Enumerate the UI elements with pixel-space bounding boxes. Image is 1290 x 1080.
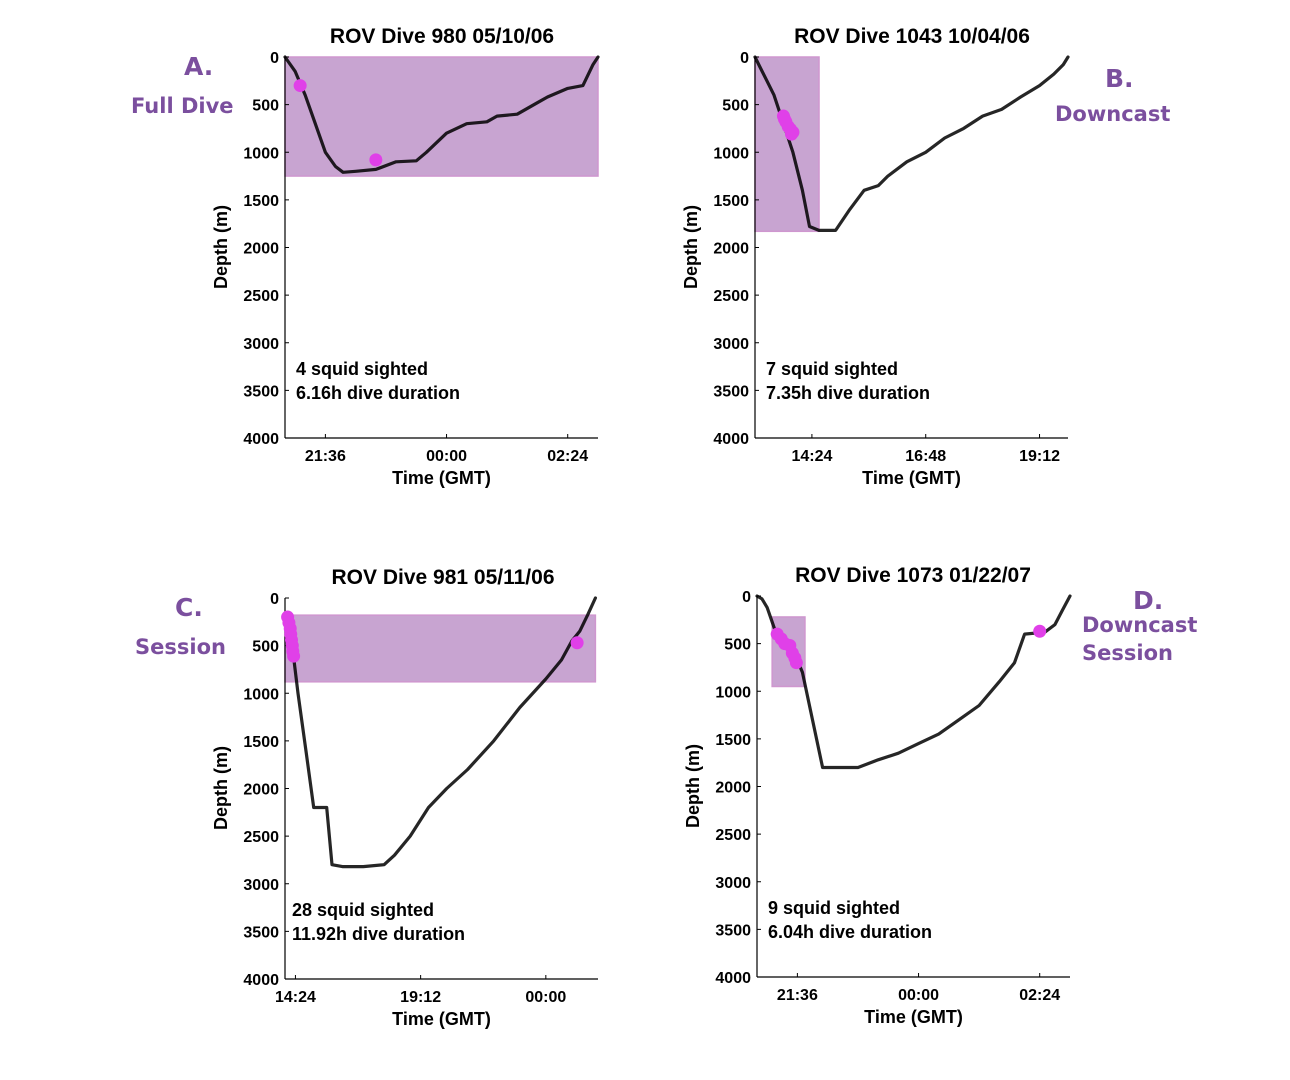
panel-label-d-line-1: Downcast — [1082, 613, 1198, 637]
annotation-line: 6.04h dive duration — [768, 922, 932, 942]
dive-track-line — [283, 55, 600, 174]
y-tick-label: 3500 — [243, 924, 279, 941]
y-tick-label: 3500 — [243, 383, 279, 400]
y-tick-label: 1000 — [715, 684, 751, 701]
x-tick-label: 02:24 — [547, 448, 588, 465]
y-tick-label: 2000 — [713, 241, 749, 258]
squid-sighting-point — [369, 153, 383, 167]
panel-label-c: Session — [135, 635, 226, 659]
y-tick-label: 3000 — [243, 877, 279, 894]
chart-title: ROV Dive 1073 01/22/07 — [795, 564, 1031, 587]
x-tick-label: 14:24 — [791, 448, 832, 465]
shaded-region — [284, 56, 599, 177]
y-axis-label: Depth (m) — [211, 205, 231, 289]
y-tick-label: 500 — [252, 98, 279, 115]
annotation-line: 7.35h dive duration — [766, 383, 930, 403]
annotation-line: 11.92h dive duration — [292, 924, 465, 944]
squid-sighting-point — [287, 649, 301, 663]
x-tick-label: 21:36 — [777, 987, 818, 1004]
y-tick-label: 2500 — [713, 288, 749, 305]
annotation-line: 28 squid sighted — [292, 900, 434, 920]
x-tick-label: 02:24 — [1019, 987, 1060, 1004]
chart-panel-3: ROV Dive 1073 01/22/07 0 500 1000 1500 2000 25… — [683, 564, 1072, 1027]
annotation-line: 9 squid sighted — [768, 898, 900, 918]
panel-letter-a: A. — [184, 52, 214, 81]
squid-sighting-point — [777, 112, 791, 126]
dive-track-line — [283, 596, 598, 869]
y-tick-label: 3000 — [713, 336, 749, 353]
y-axis-label: Depth (m) — [211, 746, 231, 830]
y-tick-label: 4000 — [713, 431, 749, 448]
x-tick-label: 19:12 — [1019, 448, 1060, 465]
y-tick-label: 3500 — [715, 922, 751, 939]
y-tick-label: 500 — [722, 98, 749, 115]
y-tick-label: 0 — [742, 589, 751, 606]
panel-label-a: Full Dive — [131, 94, 234, 118]
y-tick-label: 1500 — [243, 193, 279, 210]
squid-sighting-point — [785, 127, 799, 141]
y-tick-label: 2500 — [243, 829, 279, 846]
y-tick-label: 1000 — [243, 686, 279, 703]
y-tick-label: 3000 — [243, 336, 279, 353]
panel-label-b: Downcast — [1055, 102, 1171, 126]
y-tick-label: 1000 — [713, 145, 749, 162]
x-axis-label: Time (GMT) — [862, 468, 961, 488]
y-tick-label: 2000 — [243, 782, 279, 799]
x-axis-label: Time (GMT) — [392, 468, 491, 488]
chart-title: ROV Dive 980 05/10/06 — [330, 25, 554, 48]
y-tick-label: 4000 — [243, 972, 279, 989]
y-tick-label: 0 — [270, 50, 279, 67]
panel-letter-d: D. — [1133, 586, 1164, 615]
panel-label-d-line-2: Session — [1082, 641, 1173, 665]
squid-sighting-point — [293, 79, 307, 93]
x-tick-label: 00:00 — [426, 448, 467, 465]
y-tick-label: 4000 — [715, 970, 751, 987]
x-tick-label: 19:12 — [400, 989, 441, 1006]
chart-panel-2: ROV Dive 981 05/11/06 0 500 1000 1500 2000 250… — [211, 566, 598, 1029]
x-tick-label: 14:24 — [275, 989, 316, 1006]
y-tick-label: 0 — [740, 50, 749, 67]
y-axis-label: Depth (m) — [683, 744, 703, 828]
chart-title: ROV Dive 981 05/11/06 — [332, 566, 555, 589]
y-axis-label: Depth (m) — [681, 205, 701, 289]
x-axis-label: Time (GMT) — [864, 1007, 963, 1027]
x-tick-label: 16:48 — [905, 448, 946, 465]
chart-panel-0: ROV Dive 980 05/10/06 0 500 1000 1500 2000 250… — [211, 25, 600, 488]
x-tick-label: 00:00 — [898, 987, 939, 1004]
x-tick-label: 21:36 — [305, 448, 346, 465]
y-tick-label: 3000 — [715, 875, 751, 892]
y-tick-label: 1000 — [243, 145, 279, 162]
y-tick-label: 4000 — [243, 431, 279, 448]
y-tick-label: 2500 — [243, 288, 279, 305]
panel-letter-b: B. — [1105, 64, 1134, 93]
y-tick-label: 500 — [252, 639, 279, 656]
panel-letter-c: C. — [175, 593, 203, 622]
annotation-line: 6.16h dive duration — [296, 383, 460, 403]
y-tick-label: 2500 — [715, 827, 751, 844]
y-tick-label: 1500 — [713, 193, 749, 210]
squid-sighting-point — [570, 636, 584, 650]
y-tick-label: 2000 — [715, 780, 751, 797]
shaded-region — [284, 614, 597, 683]
annotation-line: 4 squid sighted — [296, 359, 428, 379]
y-tick-label: 500 — [724, 637, 751, 654]
x-axis-label: Time (GMT) — [392, 1009, 491, 1029]
annotation-line: 7 squid sighted — [766, 359, 898, 379]
x-tick-label: 00:00 — [525, 989, 566, 1006]
chart-title: ROV Dive 1043 10/04/06 — [794, 25, 1030, 48]
shaded-region — [754, 56, 820, 233]
y-tick-label: 2000 — [243, 241, 279, 258]
squid-sighting-point — [789, 656, 803, 670]
y-tick-label: 3500 — [713, 383, 749, 400]
squid-sighting-point — [1033, 624, 1047, 638]
y-tick-label: 1500 — [715, 732, 751, 749]
chart-panel-1: ROV Dive 1043 10/04/06 0 500 1000 1500 2000 25… — [681, 25, 1070, 488]
y-tick-label: 1500 — [243, 734, 279, 751]
y-tick-label: 0 — [270, 591, 279, 608]
